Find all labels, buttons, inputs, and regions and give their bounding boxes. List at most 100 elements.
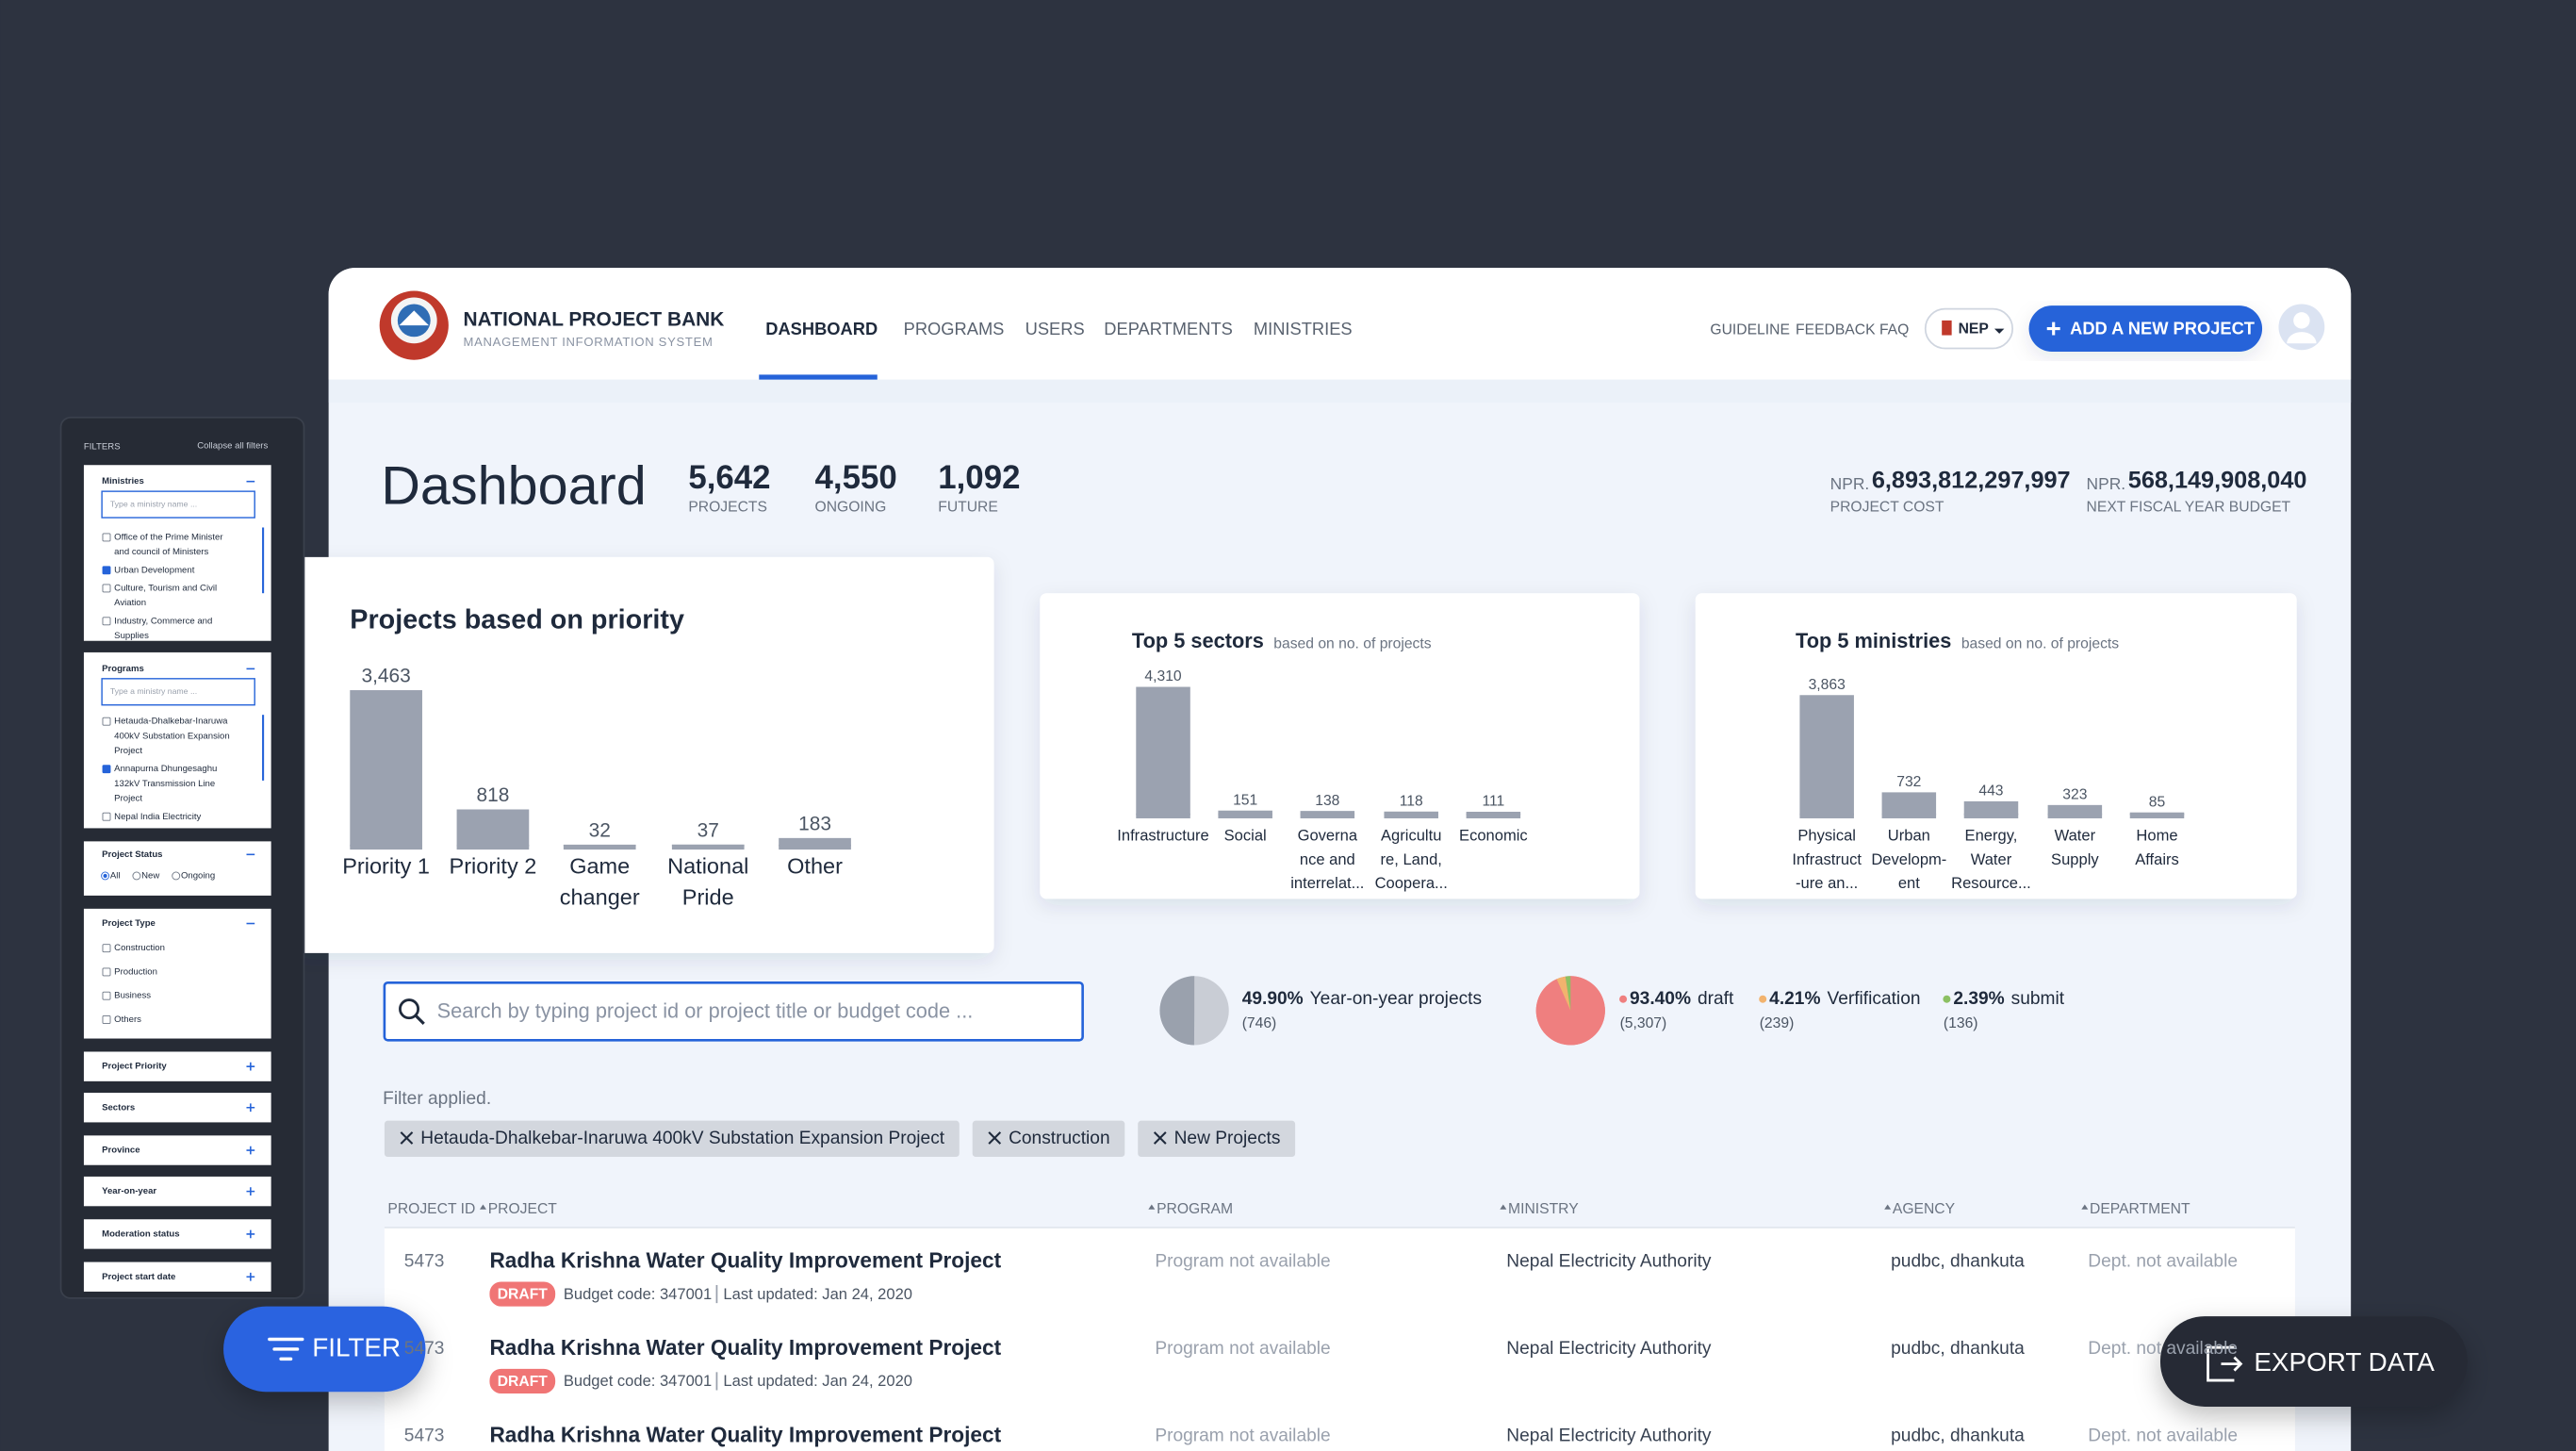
bar: [457, 809, 530, 846]
legend-label: draft: [1698, 989, 1734, 1009]
filter-section-title[interactable]: Year-on-year: [102, 1186, 156, 1196]
checkbox[interactable]: [103, 567, 110, 574]
percent-label: 49.90%: [1242, 989, 1304, 1009]
bar-baseline: [2130, 814, 2185, 818]
filter-panel-title: FILTERS: [84, 442, 121, 453]
value-label: 443: [1978, 783, 2003, 800]
value-label: 3,863: [1809, 677, 1846, 693]
checkbox[interactable]: [103, 717, 110, 725]
category-label: nce and: [1300, 850, 1355, 868]
money-value: 568,149,908,040: [2128, 467, 2307, 493]
header-link[interactable]: FAQ: [1879, 322, 1909, 338]
project-title[interactable]: Radha Krishna Water Quality Improvement …: [489, 1248, 1001, 1273]
column-header[interactable]: PROGRAM: [1157, 1201, 1233, 1217]
column-header[interactable]: MINISTRY: [1508, 1201, 1579, 1217]
legend-label: Year-on-year projects: [1310, 989, 1482, 1009]
project-title[interactable]: Radha Krishna Water Quality Improvement …: [489, 1335, 1001, 1360]
scrollbar: [262, 527, 264, 593]
chip-label: Hetauda-Dhalkebar-Inaruwa 400kV Substati…: [420, 1129, 945, 1148]
header-link[interactable]: FEEDBACK: [1796, 322, 1876, 338]
value-label: 323: [2062, 787, 2087, 803]
nav-item[interactable]: MINISTRIES: [1254, 319, 1353, 338]
bar-baseline: [1136, 814, 1190, 818]
checkbox[interactable]: [103, 945, 110, 952]
category-label: Coopera...: [1375, 874, 1448, 892]
category-label: interrelat...: [1290, 874, 1364, 892]
project-title[interactable]: Radha Krishna Water Quality Improvement …: [489, 1422, 1001, 1446]
checkbox[interactable]: [103, 1015, 110, 1023]
header-link[interactable]: GUIDELINE: [1710, 322, 1789, 338]
column-header[interactable]: AGENCY: [1893, 1201, 1956, 1217]
bar-baseline: [1964, 814, 2019, 818]
category-label: Governa: [1298, 827, 1358, 845]
category-label: Energy,: [1965, 827, 2018, 845]
filter-option: 132kV Transmission Line: [114, 779, 215, 789]
value-label: 85: [2149, 794, 2166, 810]
nav-item[interactable]: DASHBOARD: [765, 319, 878, 338]
filter-section-title[interactable]: Province: [102, 1146, 139, 1156]
chart-subtitle: based on no. of projects: [1961, 635, 2119, 651]
ministry: Nepal Electricity Authority: [1506, 1339, 1712, 1359]
collapse-all[interactable]: Collapse all filters: [197, 441, 268, 452]
bar: [1799, 695, 1854, 815]
filter-section-title[interactable]: Sectors: [102, 1102, 135, 1113]
money-value: 6,893,812,297,997: [1872, 467, 2071, 493]
agency: pudbc, dhankuta: [1891, 1426, 2025, 1445]
filter-section-title[interactable]: Moderation status: [102, 1228, 179, 1239]
category-label: -ure an...: [1796, 874, 1858, 892]
search-placeholder: Search by typing project id or project t…: [437, 998, 974, 1022]
add-project-label: ADD A NEW PROJECT: [2070, 318, 2255, 338]
program: Program not available: [1155, 1426, 1330, 1445]
chart-subtitle: based on no. of projects: [1273, 635, 1431, 651]
checkbox[interactable]: [103, 534, 110, 541]
category-label: Social: [1224, 827, 1267, 845]
legend-label: Verfification: [1827, 989, 1920, 1009]
filter-option: Supplies: [114, 631, 149, 641]
nav-item[interactable]: PROGRAMS: [904, 319, 1005, 338]
checkbox[interactable]: [103, 992, 110, 999]
category-label: changer: [560, 885, 640, 910]
stat-label: ONGOING: [815, 500, 887, 516]
bar-baseline: [564, 845, 636, 849]
column-header[interactable]: PROJECT: [488, 1201, 558, 1217]
filter-section-title: Programs: [102, 664, 144, 674]
checkbox[interactable]: [103, 766, 110, 773]
nav-item[interactable]: DEPARTMENTS: [1104, 319, 1233, 338]
agency: pudbc, dhankuta: [1891, 1252, 2025, 1272]
checkbox[interactable]: [103, 618, 110, 625]
value-label: 37: [697, 819, 719, 841]
bar: [1964, 801, 2019, 816]
category-label: ent: [1898, 874, 1920, 892]
column-header[interactable]: DEPARTMENT: [2090, 1201, 2190, 1217]
category-label: Home: [2136, 827, 2177, 845]
filter-section-title[interactable]: Project start date: [102, 1272, 175, 1282]
radio[interactable]: [172, 872, 180, 880]
category-label: Infrastruct: [1792, 850, 1862, 868]
filter-option: Project: [114, 794, 142, 804]
filter-option: Construction: [114, 943, 165, 953]
category-label: re, Land,: [1381, 850, 1442, 868]
filter-option: Hetauda-Dhalkebar-Inaruwa: [114, 717, 228, 727]
nav-item[interactable]: USERS: [1025, 319, 1085, 338]
filter-section-title: Ministries: [102, 476, 144, 486]
filter-option: Culture, Tourism and Civil: [114, 583, 217, 593]
last-updated: Last updated: Jan 24, 2020: [723, 1372, 912, 1390]
checkbox[interactable]: [103, 585, 110, 592]
checkbox[interactable]: [103, 813, 110, 820]
category-label: Priority 1: [342, 853, 430, 878]
percent-label: 2.39%: [1953, 989, 2004, 1009]
radio[interactable]: [133, 872, 140, 880]
project-id: 5473: [404, 1252, 445, 1272]
category-label: Agricultu: [1381, 827, 1441, 845]
bar-baseline: [350, 845, 422, 849]
agency: pudbc, dhankuta: [1891, 1339, 2025, 1359]
checkbox[interactable]: [103, 968, 110, 976]
category-label: Priority 2: [450, 853, 537, 878]
stat-value: 4,550: [815, 459, 897, 496]
ministry: Nepal Electricity Authority: [1506, 1426, 1712, 1445]
column-header[interactable]: PROJECT ID: [387, 1201, 475, 1217]
filter-option: Industry, Commerce and: [114, 616, 212, 626]
filter-section-title[interactable]: Project Priority: [102, 1062, 167, 1072]
program: Program not available: [1155, 1252, 1330, 1272]
count-label: (239): [1760, 1015, 1795, 1031]
